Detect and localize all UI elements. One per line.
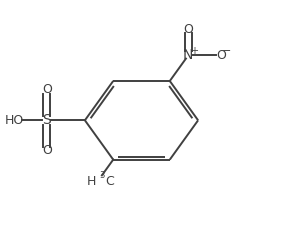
Text: S: S xyxy=(42,113,51,127)
Text: HO: HO xyxy=(5,114,24,127)
Text: H: H xyxy=(87,175,96,188)
Text: 3: 3 xyxy=(99,171,104,180)
Text: C: C xyxy=(106,175,114,188)
Text: O: O xyxy=(42,83,52,96)
Text: O: O xyxy=(216,49,226,62)
Text: O: O xyxy=(183,23,193,36)
Text: −: − xyxy=(222,46,232,56)
Text: N: N xyxy=(183,48,193,62)
Text: O: O xyxy=(42,144,52,158)
Text: +: + xyxy=(190,46,198,56)
